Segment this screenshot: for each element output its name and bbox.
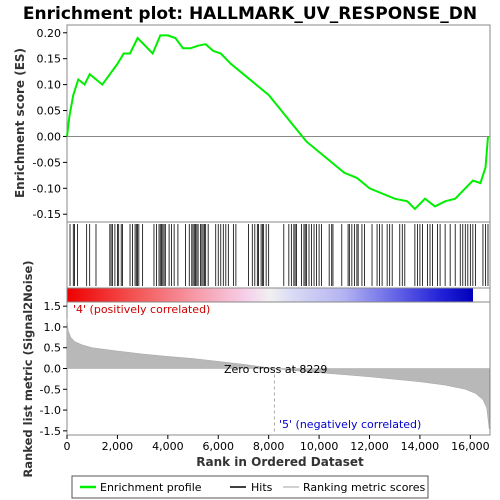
x-tick-label: 4,000 [152, 440, 184, 453]
x-tick-label: 14,000 [401, 440, 440, 453]
es-y-tick-label: 0.15 [37, 53, 62, 66]
x-tick-label: 16,000 [451, 440, 490, 453]
x-tick-label: 0 [64, 440, 71, 453]
es-y-tick-label: -0.05 [33, 156, 61, 169]
metric-y-axis: 1.5 1.0 0.5 0.0 -0.5 -1.0 -1.5 [40, 300, 67, 438]
es-y-tick-label: -0.10 [33, 182, 61, 195]
hits-plot-frame [66, 221, 491, 289]
x-tick-label: 2,000 [102, 440, 134, 453]
x-axis-label: Rank in Ordered Dataset [196, 455, 364, 469]
zero-cross-label: Zero cross at 8229 [224, 363, 327, 376]
positive-correlation-label: '4' (positively correlated) [73, 303, 210, 316]
es-y-tick-label: 0.00 [37, 130, 62, 143]
metric-x-axis: 0 2,000 4,000 6,000 8,000 10,000 12,000 14,000 1… [64, 435, 490, 453]
chart-title: Enrichment plot: HALLMARK_UV_RESPONSE_DN [23, 4, 477, 24]
legend-label-enrichment: Enrichment profile [100, 481, 202, 494]
es-y-tick-label: -0.15 [33, 208, 61, 221]
metric-y-tick-label: 0.0 [44, 363, 62, 376]
legend-label-ranking: Ranking metric scores [303, 481, 425, 494]
metric-y-tick-label: 1.0 [44, 321, 62, 334]
negative-correlation-label: '5' (negatively correlated) [279, 418, 421, 431]
hits-panel [66, 221, 491, 289]
ranking-metric-area [66, 318, 490, 429]
enrichment-score-panel: 0.20 0.15 0.10 0.05 0.00 -0.05 -0.10 -0.15 Enri… [13, 24, 491, 223]
es-plot-frame [66, 24, 491, 223]
metric-y-tick-label: 1.5 [44, 300, 62, 313]
hit-markers [69, 224, 489, 286]
metric-y-tick-label: -0.5 [40, 383, 61, 396]
metric-y-axis-label: Ranked list metric (Signal2Noise) [21, 260, 35, 477]
es-y-tick-label: 0.20 [37, 27, 62, 40]
rank-color-band [66, 287, 491, 303]
rank-gradient-bar [67, 288, 473, 302]
x-tick-label: 6,000 [203, 440, 235, 453]
ranked-metric-panel: 1.5 1.0 0.5 0.0 -0.5 -1.0 -1.5 0 2,000 4,000 6,00… [21, 260, 491, 478]
x-tick-label: 12,000 [350, 440, 389, 453]
es-y-tick-label: 0.10 [37, 79, 62, 92]
metric-y-tick-label: -1.0 [40, 404, 61, 417]
legend-label-hits: Hits [251, 481, 273, 494]
legend-frame [71, 475, 429, 499]
metric-y-tick-label: 0.5 [44, 342, 62, 355]
es-y-axis-label: Enrichment score (ES) [13, 48, 27, 198]
es-y-axis: 0.20 0.15 0.10 0.05 0.00 -0.05 -0.10 -0.15 [33, 27, 67, 221]
legend: Enrichment profile Hits Ranking metric s… [71, 475, 429, 499]
enrichment-profile-line [66, 34, 489, 211]
metric-y-tick-label: -1.5 [40, 425, 61, 438]
x-tick-label: 8,000 [253, 440, 285, 453]
es-y-tick-label: 0.05 [37, 105, 62, 118]
x-tick-label: 10,000 [300, 440, 339, 453]
